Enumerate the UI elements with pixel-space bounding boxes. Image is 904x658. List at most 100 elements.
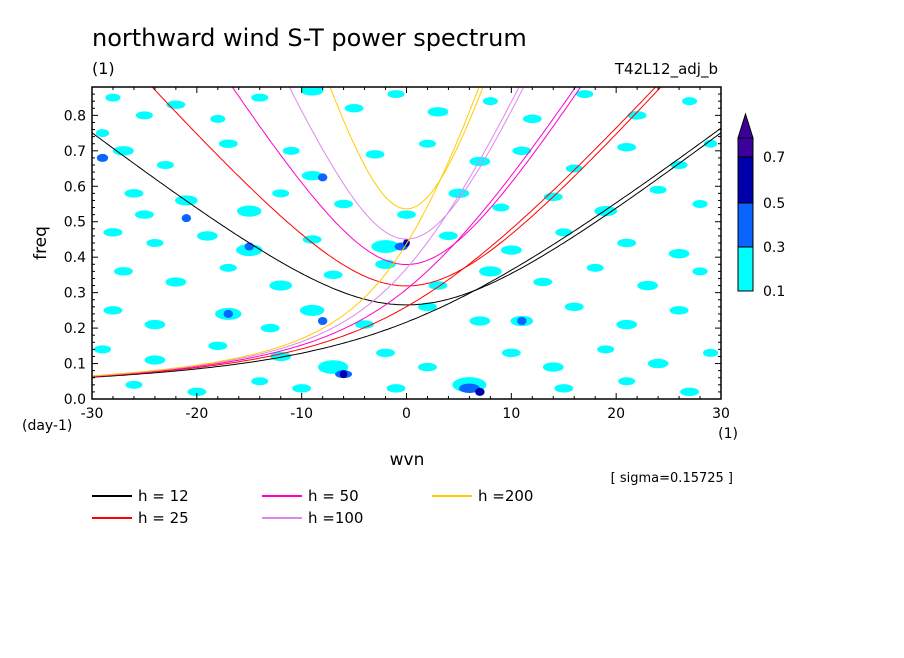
y-tick-label: 0.1 xyxy=(64,357,86,373)
contour-patch-level-2 xyxy=(475,387,485,396)
chart-title: northward wind S-T power spectrum xyxy=(92,24,527,52)
colorbar-level-label: 0.3 xyxy=(763,240,785,256)
contour-patch-level-0 xyxy=(682,97,698,106)
contour-patch-level-0 xyxy=(500,245,522,255)
contour-patch-level-0 xyxy=(542,362,564,372)
contour-patch-level-0 xyxy=(479,266,502,277)
x-axis-unit: (1) xyxy=(718,426,738,442)
contour-patch-level-0 xyxy=(93,345,111,354)
contour-patch-level-0 xyxy=(301,170,323,181)
contour-patch-level-0 xyxy=(302,235,322,244)
contour-patch-level-1 xyxy=(317,173,328,182)
contour-patch-level-1 xyxy=(96,153,109,162)
curve-mrg-h-25 xyxy=(92,87,657,378)
curve-h-25 xyxy=(151,87,662,287)
contour-patch-level-0 xyxy=(554,384,574,393)
chart-subtitle-right: T42L12_adj_b xyxy=(614,60,718,79)
curve-h-12 xyxy=(92,132,721,306)
legend-label-h-200: h =200 xyxy=(478,487,533,505)
x-axis-label: wvn xyxy=(390,450,425,470)
contour-patch-level-0 xyxy=(469,156,491,167)
contour-patch-level-1 xyxy=(181,214,192,223)
x-tick-label: 20 xyxy=(607,406,625,422)
contour-patch-level-0 xyxy=(386,384,406,393)
y-axis-unit: (day-1) xyxy=(22,418,72,434)
contour-patch-level-1 xyxy=(244,242,254,251)
colorbar-segment xyxy=(737,246,754,292)
contour-patch-level-0 xyxy=(196,231,218,241)
x-tick-label: -30 xyxy=(81,406,104,422)
contour-patch-level-0 xyxy=(251,377,269,386)
contour-patch-level-0 xyxy=(418,302,437,312)
contour-patch-level-0 xyxy=(344,104,364,113)
x-tick-label: 10 xyxy=(502,406,520,422)
contour-patch-level-0 xyxy=(144,319,166,330)
chart-subtitle-left: (1) xyxy=(92,59,115,78)
contour-patch-level-0 xyxy=(586,263,604,272)
y-tick-label: 0.6 xyxy=(64,179,86,195)
contour-patch-level-0 xyxy=(210,114,226,123)
contour-patch-level-0 xyxy=(292,384,312,393)
contour-patch-level-0 xyxy=(448,188,470,199)
contour-patch-level-0 xyxy=(219,263,237,272)
contour-patch-level-0 xyxy=(469,316,491,326)
contour-patch-level-0 xyxy=(371,240,400,253)
contour-patch-level-0 xyxy=(680,387,699,397)
contour-patch-level-0 xyxy=(272,189,290,198)
contour-patch-level-0 xyxy=(692,267,708,276)
contour-patch-level-0 xyxy=(365,150,385,159)
contour-patch-level-0 xyxy=(236,205,262,217)
curve-mrg-h-12 xyxy=(92,127,721,378)
curve-mrg-h-100 xyxy=(92,87,520,377)
contour-patch-level-0 xyxy=(692,200,708,208)
contour-patch-level-0 xyxy=(208,341,228,351)
contour-patch-level-0 xyxy=(103,306,123,315)
contour-patch-level-0 xyxy=(376,348,395,358)
contour-patch-level-0 xyxy=(597,345,615,354)
contour-patch-level-0 xyxy=(187,387,207,397)
contour-patch-level-0 xyxy=(135,111,153,120)
legend: h = 12 h = 25 h = 50 h =100 h =200 xyxy=(92,487,533,527)
contour-patch-level-0 xyxy=(300,87,324,96)
contour-patch-level-0 xyxy=(533,277,553,287)
contour-patch-level-0 xyxy=(564,302,584,312)
contour-patch-level-0 xyxy=(617,143,637,152)
contour-patch-level-0 xyxy=(669,306,689,315)
contour-patch-level-0 xyxy=(113,146,134,156)
y-tick-label: 0.5 xyxy=(64,215,86,231)
contour-patch-level-0 xyxy=(482,97,498,106)
contour-patch-level-0 xyxy=(616,319,638,330)
contour-patch-level-0 xyxy=(703,139,718,148)
contour-patch-level-0 xyxy=(125,380,143,389)
contour-patch-level-0 xyxy=(565,164,583,173)
contour-patch-level-0 xyxy=(418,362,437,372)
x-tick-label: 0 xyxy=(402,406,411,422)
y-tick-label: 0.3 xyxy=(64,286,86,302)
contour-patch-level-0 xyxy=(702,348,719,357)
x-tick-label: 30 xyxy=(712,406,730,422)
sigma-note: [ sigma=0.15725 ] xyxy=(611,471,733,486)
contour-patch-level-0 xyxy=(418,139,436,148)
contour-patch-level-0 xyxy=(165,277,187,287)
colorbar-arrow xyxy=(737,112,754,139)
contour-patch-level-0 xyxy=(594,205,618,217)
contour-patch-level-0 xyxy=(522,114,542,124)
curve-h-200 xyxy=(329,87,484,210)
contour-patch-level-0 xyxy=(501,348,521,358)
contour-patch-level-0 xyxy=(95,129,110,138)
x-axis: -30 -20 -10 0 10 20 30 xyxy=(81,87,730,422)
curve-h-50 xyxy=(231,87,582,265)
contour-patch-level-0 xyxy=(427,107,449,117)
y-tick-label: 0.7 xyxy=(64,144,86,160)
contour-patch-level-0 xyxy=(146,239,164,247)
contour-patch-level-0 xyxy=(334,199,354,209)
contour-patch-level-1 xyxy=(459,383,480,394)
colorbar-level-label: 0.5 xyxy=(763,196,785,212)
contour-patch-level-0 xyxy=(618,377,636,386)
contour-patch-level-2 xyxy=(339,370,348,379)
colorbar-level-label: 0.1 xyxy=(763,284,785,300)
contour-patch-level-0 xyxy=(103,228,123,237)
y-axis-label: freq xyxy=(31,226,51,260)
